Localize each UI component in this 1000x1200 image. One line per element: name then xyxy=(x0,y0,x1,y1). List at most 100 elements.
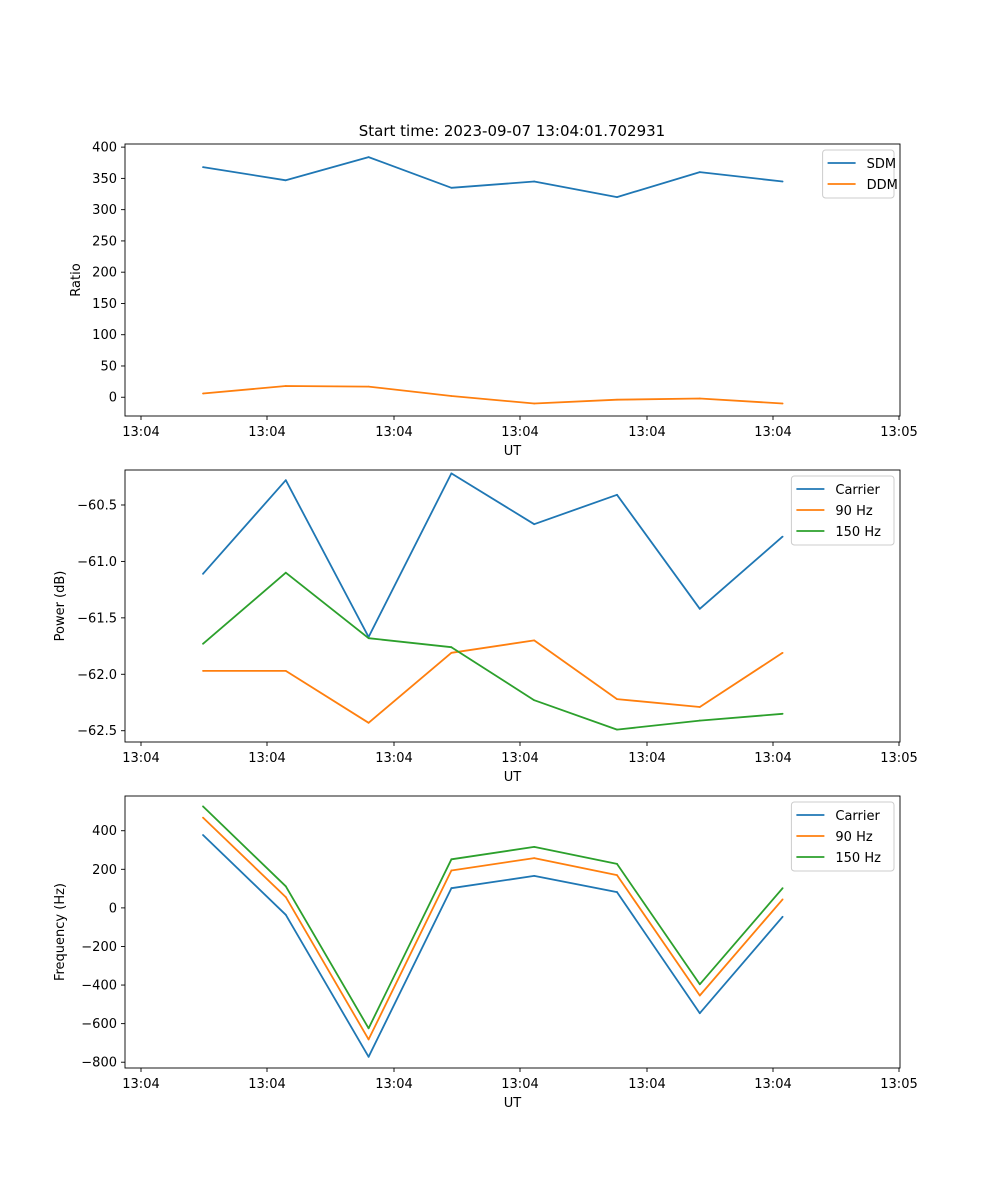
data-point xyxy=(284,885,287,888)
data-point xyxy=(450,186,453,189)
panels: 13:04 13:04 13:04 13:04 13:04 13:04 13:05 0 50 10… xyxy=(53,141,918,1111)
legend-label: 90 Hz xyxy=(835,830,872,845)
chart-panel-3: 13:04 13:04 13:04 13:04 13:04 13:04 13:05 −800 −… xyxy=(53,795,918,1111)
data-point xyxy=(450,646,453,649)
data-point xyxy=(284,571,287,574)
y-tick-label: −800 xyxy=(81,1056,117,1071)
legend-label: Carrier xyxy=(835,483,880,498)
x-tick-label: 13:05 xyxy=(880,425,917,440)
y-tick-label: −600 xyxy=(81,1017,117,1032)
data-point xyxy=(367,156,370,159)
data-point xyxy=(202,805,204,808)
y-tick-label: 250 xyxy=(92,234,117,249)
legend-box xyxy=(790,801,895,872)
legend-label: Carrier xyxy=(835,809,880,824)
data-point xyxy=(781,402,784,405)
data-point xyxy=(450,395,453,397)
data-point xyxy=(781,535,784,538)
data-point xyxy=(202,392,204,395)
x-tick-label: 13:04 xyxy=(375,1077,412,1092)
x-tick-label: 13:04 xyxy=(628,425,665,440)
data-point xyxy=(616,196,618,199)
data-point xyxy=(367,1038,370,1041)
y-tick-label: 50 xyxy=(100,359,117,374)
x-tick-label: 13:04 xyxy=(754,1077,791,1092)
y-tick-label: −62.5 xyxy=(77,724,117,739)
legend-box xyxy=(790,475,895,546)
y-tick-label: 300 xyxy=(92,203,117,218)
x-tick-label: 13:04 xyxy=(754,751,791,766)
data-point xyxy=(781,898,784,901)
y-tick-label: 0 xyxy=(109,391,117,406)
data-point xyxy=(533,523,536,526)
data-point xyxy=(284,913,287,916)
data-point xyxy=(616,863,618,865)
series-line-90-hz xyxy=(203,639,784,724)
data-point xyxy=(202,816,204,819)
data-point xyxy=(202,669,204,672)
x-tick-label: 13:04 xyxy=(248,1077,285,1092)
series-line-150-hz xyxy=(202,805,784,1030)
data-point xyxy=(533,857,536,860)
y-tick-label: −60.5 xyxy=(77,498,117,513)
y-axis-label: Power (dB) xyxy=(53,571,68,642)
data-point xyxy=(698,607,701,610)
data-point xyxy=(616,398,618,401)
series-line-carrier xyxy=(202,834,784,1058)
data-point xyxy=(533,639,536,642)
chart-panel-1: 13:04 13:04 13:04 13:04 13:04 13:04 13:05 0 50 10… xyxy=(69,141,918,459)
y-tick-label: 400 xyxy=(92,824,117,839)
y-tick-label: −200 xyxy=(81,940,117,955)
data-point xyxy=(284,179,287,182)
data-point xyxy=(698,994,701,997)
x-tick-label: 13:04 xyxy=(122,425,159,440)
x-axis-label: UT xyxy=(504,770,522,785)
legend-label: DDM xyxy=(867,178,898,193)
y-axis-label: Ratio xyxy=(69,263,84,296)
series-line-150-hz xyxy=(202,571,783,731)
legend-label: 150 Hz xyxy=(835,851,881,866)
y-tick-label: −61.5 xyxy=(77,611,117,626)
x-tick-label: 13:04 xyxy=(122,1077,159,1092)
series-line-ddm xyxy=(202,385,783,405)
x-tick-label: 13:04 xyxy=(375,751,412,766)
x-tick-label: 13:05 xyxy=(880,751,917,766)
data-point xyxy=(284,479,287,482)
data-point xyxy=(616,874,618,876)
data-point xyxy=(698,719,701,722)
legend: Carrier 90 Hz 150 Hz xyxy=(790,801,895,872)
y-tick-label: 350 xyxy=(92,172,117,187)
data-point xyxy=(698,706,701,708)
x-tick-label: 13:04 xyxy=(628,751,665,766)
y-tick-label: 200 xyxy=(92,266,117,281)
data-point xyxy=(698,397,701,400)
x-tick-label: 13:04 xyxy=(628,1077,665,1092)
y-tick-label: −61.0 xyxy=(77,555,117,570)
data-point xyxy=(616,698,618,701)
data-point xyxy=(533,180,536,183)
x-axis-label: UT xyxy=(504,444,522,459)
data-point xyxy=(533,699,536,702)
data-point xyxy=(781,887,784,890)
y-tick-label: −62.0 xyxy=(77,668,117,683)
data-point xyxy=(202,834,204,836)
data-point xyxy=(367,1027,370,1030)
plot-frame xyxy=(124,795,901,1069)
legend-label: SDM xyxy=(867,157,896,172)
data-point xyxy=(616,891,618,893)
data-point xyxy=(367,721,370,724)
x-tick-label: 13:04 xyxy=(375,425,412,440)
data-point xyxy=(450,887,453,890)
series-line-90-hz xyxy=(202,816,784,1041)
y-tick-label: 0 xyxy=(109,901,117,916)
x-tick-label: 13:04 xyxy=(754,425,791,440)
data-point xyxy=(533,874,536,877)
data-point xyxy=(450,651,453,654)
data-point xyxy=(698,171,701,174)
plot-frame xyxy=(124,143,901,417)
data-point xyxy=(781,180,784,183)
legend-label: 90 Hz xyxy=(835,504,872,519)
data-point xyxy=(781,915,784,918)
y-tick-label: 100 xyxy=(92,328,117,343)
